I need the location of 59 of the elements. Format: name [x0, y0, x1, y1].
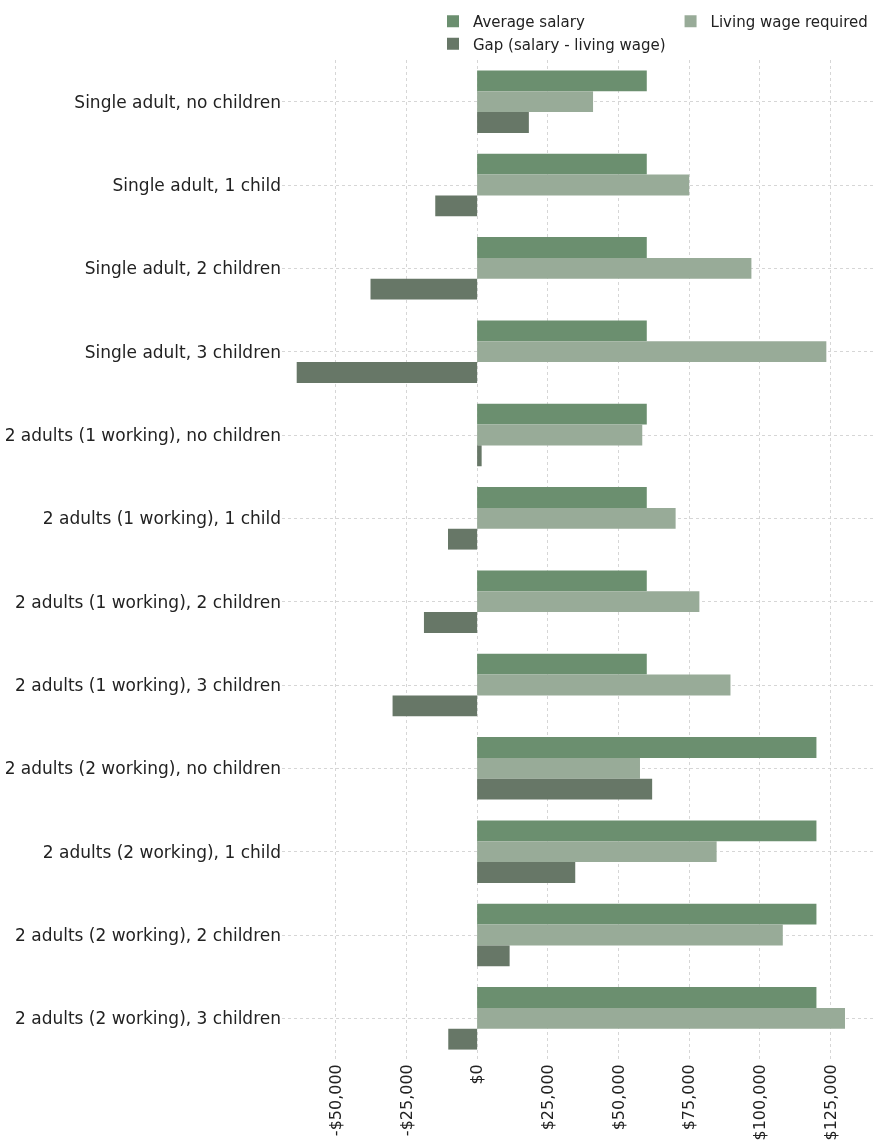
x-tick-label: $75,000	[679, 1064, 699, 1131]
x-tick-label: $50,000	[608, 1064, 628, 1131]
bar	[477, 237, 647, 258]
bar	[477, 320, 647, 342]
bar	[477, 757, 640, 779]
bar	[477, 1007, 846, 1029]
bar	[370, 278, 478, 300]
bar	[477, 70, 647, 92]
bar	[477, 653, 647, 675]
y-tick-label: 2 adults (2 working), 2 children	[15, 924, 281, 945]
bar	[477, 174, 690, 196]
bar	[477, 674, 731, 696]
bar	[477, 403, 647, 425]
x-tick-label: $125,000	[820, 1064, 840, 1141]
bar	[477, 487, 647, 508]
bar	[477, 507, 676, 529]
x-tick-label: $25,000	[538, 1064, 558, 1131]
bar	[477, 112, 529, 133]
bar	[477, 987, 817, 1008]
bar	[435, 195, 478, 217]
bar	[477, 945, 510, 967]
bar	[477, 591, 700, 613]
bar	[296, 362, 478, 383]
x-tick-label: $100,000	[750, 1064, 770, 1141]
bar	[392, 695, 478, 717]
bar	[477, 341, 827, 363]
bar	[477, 841, 717, 863]
bar	[477, 778, 653, 800]
bar	[477, 903, 817, 925]
y-tick-label: 2 adults (1 working), no children	[4, 424, 281, 445]
bar	[477, 862, 576, 883]
bar	[477, 153, 647, 175]
y-tick-label: 2 adults (1 working), 3 children	[15, 674, 281, 695]
legend-label: Average salary	[473, 13, 585, 32]
y-tick-label: 2 adults (1 working), 2 children	[15, 591, 281, 612]
legend-label: Living wage required	[710, 13, 868, 32]
bar	[448, 1028, 478, 1050]
y-tick-label: Single adult, 2 children	[84, 258, 281, 279]
bar	[477, 91, 594, 113]
bar	[477, 924, 783, 946]
y-tick-label: Single adult, no children	[74, 91, 281, 112]
y-tick-label: 2 adults (2 working), 1 child	[42, 841, 281, 862]
y-tick-label: Single adult, 3 children	[84, 341, 281, 362]
bar	[447, 528, 478, 550]
bar	[477, 737, 817, 758]
bar	[477, 570, 647, 592]
bar	[477, 820, 817, 842]
y-tick-label: 2 adults (1 working), 1 child	[42, 508, 281, 529]
y-tick-label: Single adult, 1 child	[112, 174, 281, 195]
bar	[477, 257, 752, 279]
y-tick-label: 2 adults (2 working), 3 children	[15, 1008, 281, 1029]
y-tick-label: 2 adults (2 working), no children	[4, 758, 281, 779]
bar	[477, 424, 643, 446]
bar	[423, 612, 478, 633]
x-tick-label: $0	[467, 1064, 487, 1085]
legend-label: Gap (salary - living wage)	[473, 35, 666, 54]
x-tick-label: -$25,000	[396, 1064, 416, 1137]
bar	[477, 445, 482, 467]
x-tick-label: -$50,000	[325, 1064, 345, 1137]
